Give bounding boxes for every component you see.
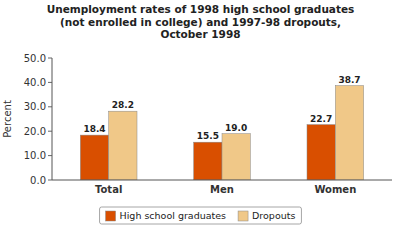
bar xyxy=(335,86,363,180)
y-tick-label: 40.0 xyxy=(24,77,46,88)
bar xyxy=(109,111,137,180)
y-axis-label: Percent xyxy=(2,100,13,138)
data-labels: 18.4 15.5 22.7 28.2 19.0 38.7 xyxy=(83,75,360,142)
bar xyxy=(80,135,108,180)
x-tick-label: Total xyxy=(95,184,122,195)
y-tick-label: 20.0 xyxy=(24,126,46,137)
legend-swatch xyxy=(106,211,116,221)
y-tick xyxy=(48,155,52,156)
data-label: 15.5 xyxy=(197,131,219,141)
y-tick xyxy=(48,82,52,83)
x-axis xyxy=(52,180,392,181)
legend-frame xyxy=(100,207,302,224)
y-tick-label: 0.0 xyxy=(30,175,46,186)
y-axis xyxy=(52,58,53,180)
y-tick-label: 10.0 xyxy=(24,150,46,161)
y-tick xyxy=(48,58,52,59)
y-tick xyxy=(48,131,52,132)
bar xyxy=(194,142,222,180)
y-tick xyxy=(48,106,52,107)
legend: High school graduates Dropouts xyxy=(100,207,302,224)
legend-swatch xyxy=(238,211,248,221)
y-tick-label: 50.0 xyxy=(24,53,46,64)
bar xyxy=(307,125,335,180)
data-label: 28.2 xyxy=(112,100,134,110)
chart: Unemployment rates of 1998 high school g… xyxy=(0,0,401,238)
x-tick-label: Women xyxy=(314,184,356,195)
data-label: 18.4 xyxy=(83,124,105,134)
bars xyxy=(80,86,363,180)
data-label: 22.7 xyxy=(310,114,332,124)
bar xyxy=(222,134,250,180)
y-tick xyxy=(48,180,52,181)
data-label: 19.0 xyxy=(225,123,247,133)
y-tick-label: 30.0 xyxy=(24,101,46,112)
x-tick-label: Men xyxy=(210,184,234,195)
legend-label: High school graduates xyxy=(120,210,227,221)
title: Unemployment rates of 1998 high school g… xyxy=(47,3,355,40)
legend-label: Dropouts xyxy=(252,210,295,221)
data-label: 38.7 xyxy=(338,75,360,85)
background xyxy=(0,0,401,238)
